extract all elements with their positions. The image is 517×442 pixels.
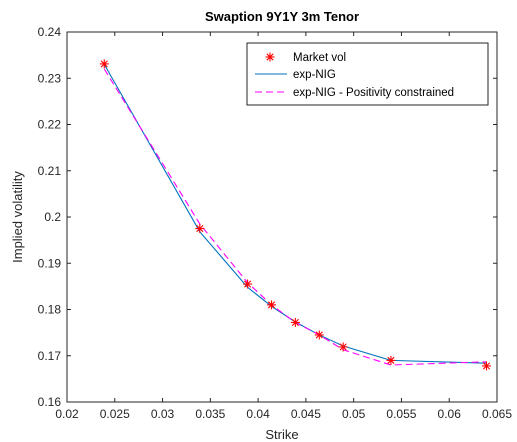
market-vol-point: [481, 361, 491, 371]
y-tick-label: 0.23: [38, 71, 62, 85]
market-vol-point: [290, 317, 300, 327]
x-tick-label: 0.055: [386, 407, 416, 421]
legend-label: exp-NIG - Positivity constrained: [293, 87, 454, 99]
x-tick-label: 0.025: [100, 407, 130, 421]
legend-marker-icon: [265, 52, 275, 62]
y-tick-label: 0.22: [38, 118, 62, 132]
x-tick-label: 0.05: [342, 407, 366, 421]
x-tick-label: 0.065: [482, 407, 512, 421]
market-vol-point: [99, 59, 109, 69]
market-vol-point: [266, 300, 276, 310]
y-tick-label: 0.19: [38, 256, 62, 270]
y-tick-label: 0.18: [38, 303, 62, 317]
x-axis-title: Strike: [265, 427, 298, 442]
x-tick-label: 0.045: [291, 407, 321, 421]
market-vol-point: [386, 355, 396, 365]
y-tick-label: 0.21: [38, 164, 62, 178]
axis-ticks: 0.02 0.025 0.03 0.035 0.04 0.045 0.05 0.055 0.06…: [38, 25, 513, 421]
y-tick-label: 0.16: [38, 395, 62, 409]
x-tick-label: 0.035: [195, 407, 225, 421]
y-tick-label: 0.24: [38, 25, 62, 39]
series-layer: [99, 59, 491, 371]
x-tick-label: 0.02: [55, 407, 79, 421]
market-vol-point: [338, 342, 348, 352]
legend: Market vol exp-NIG exp-NIG - Positivity co…: [246, 42, 489, 106]
market-vol-point: [243, 279, 253, 289]
axes-box: [66, 31, 498, 403]
legend-label: Market vol: [293, 52, 346, 64]
market-vol-point: [195, 224, 205, 234]
x-tick-label: 0.03: [151, 407, 175, 421]
x-tick-label: 0.04: [246, 407, 270, 421]
y-axis-title: Implied volatility: [10, 171, 25, 263]
x-tick-label: 0.06: [438, 407, 462, 421]
market-vol-point: [314, 330, 324, 340]
legend-box: [246, 42, 489, 106]
y-tick-label: 0.17: [38, 349, 62, 363]
legend-label: exp-NIG: [293, 69, 336, 81]
y-tick-label: 0.2: [44, 210, 61, 224]
chart-title: Swaption 9Y1Y 3m Tenor: [205, 9, 359, 24]
